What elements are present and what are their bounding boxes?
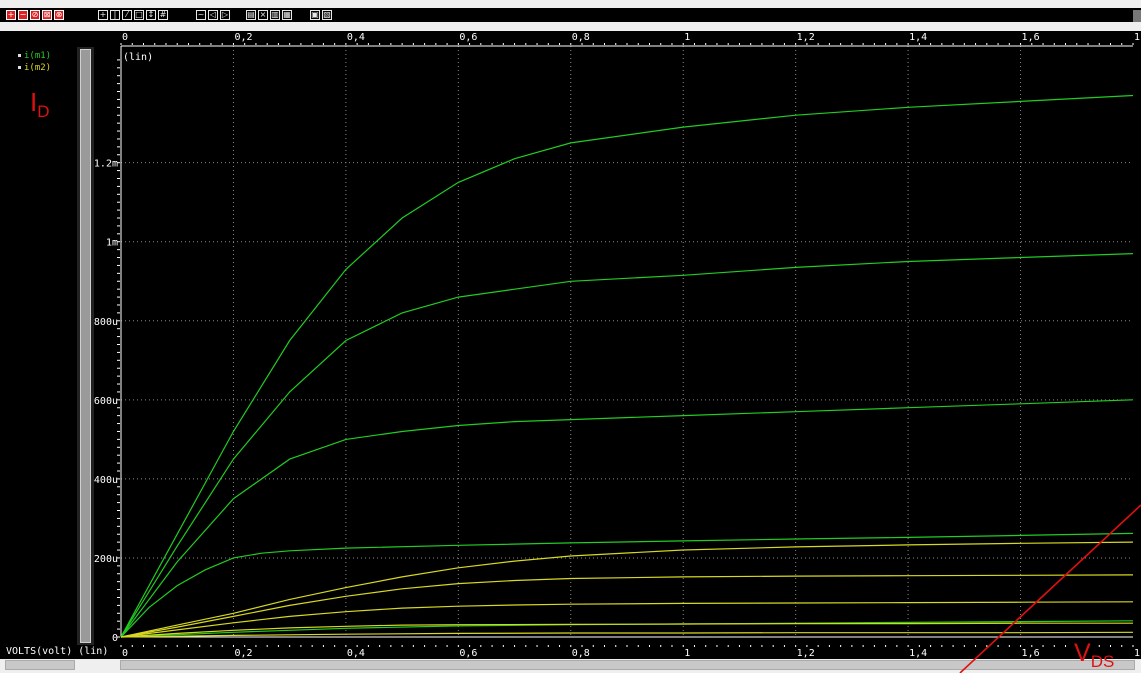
x-axis-unit-label: VOLTS(volt) (lin) — [6, 646, 109, 657]
legend-label-m1: i(m1) — [24, 51, 52, 61]
series-line-m2-1 — [120, 541, 1134, 638]
vertical-scrollbar[interactable] — [77, 47, 94, 645]
x-tick-label-bottom: 1,4 — [909, 648, 927, 659]
x-tick-label-bottom: 1,8 — [1134, 648, 1141, 659]
delete-icon[interactable]: × — [258, 10, 268, 20]
bar-icon[interactable]: | — [110, 10, 120, 20]
y-tick-label: 400u — [94, 475, 118, 486]
series-line-m2-4 — [120, 622, 1133, 638]
vds-annotation: VDS — [1074, 640, 1114, 675]
x-tick-label-top: 1,6 — [1022, 32, 1040, 43]
y-tick-label: 600u — [94, 396, 118, 407]
series-line-m1-3 — [120, 399, 1134, 638]
x-tick-label-bottom: 0,8 — [572, 648, 590, 659]
y-tick-label: 0 — [112, 633, 118, 644]
y-tick-label: 200u — [94, 554, 118, 565]
x-tick-label-top: 1 — [684, 32, 690, 43]
x-tick-label-top: 0 — [122, 32, 128, 43]
cursor-icon[interactable]: + — [98, 10, 108, 20]
toolbar: + − ⊘ ⊠ ⊗ + | ⁄ □ ↕ # ~ ◁ ▷ ▤ × ▥ ▦ ▣ ▧ — [0, 0, 1141, 31]
legend-panel: i(m1) i(m2) — [0, 31, 77, 645]
series-line-m1-2 — [120, 253, 1134, 638]
vertical-scrollbar-thumb[interactable] — [80, 49, 91, 643]
paste-icon[interactable]: ▦ — [282, 10, 292, 20]
next-icon[interactable]: ▷ — [220, 10, 230, 20]
x-tick-label-bottom: 0 — [122, 648, 128, 659]
prev-icon[interactable]: ◁ — [208, 10, 218, 20]
export-icon[interactable]: ▧ — [322, 10, 332, 20]
y-tick-label: 800u — [94, 317, 118, 328]
axes — [117, 43, 1134, 647]
legend-entry-m1[interactable]: i(m1) — [18, 51, 52, 61]
x-tick-label-bottom: 0,4 — [347, 648, 365, 659]
vds-annotation-sub: DS — [1090, 652, 1115, 671]
zoom-in-icon[interactable]: + — [6, 10, 16, 20]
legend-scrollbar[interactable] — [5, 660, 75, 670]
x-tick-label-top: 1,4 — [909, 32, 927, 43]
x-tick-label-top: 1,8 — [1134, 32, 1141, 43]
legend-entry-m2[interactable]: i(m2) — [18, 63, 52, 73]
legend-marker-icon — [18, 54, 21, 57]
x-tick-label-top: 0,8 — [572, 32, 590, 43]
layout-icon[interactable]: ▣ — [310, 10, 320, 20]
id-annotation-main: I — [30, 87, 38, 117]
id-annotation: ID — [30, 88, 50, 126]
zoom-fit-icon[interactable]: ⊘ — [30, 10, 40, 20]
grid — [121, 46, 1133, 637]
zoom-reset-icon[interactable]: ⊗ — [54, 10, 64, 20]
id-annotation-sub: D — [37, 102, 50, 121]
x-tick-label-top: 0,6 — [459, 32, 477, 43]
annotation-arrow-line — [959, 504, 1141, 673]
print-icon[interactable]: ▤ — [246, 10, 256, 20]
vds-annotation-main: V — [1074, 639, 1091, 667]
x-tick-label-top: 1,2 — [797, 32, 815, 43]
series-line-m2-3 — [120, 601, 1134, 638]
x-tick-label-bottom: 1,2 — [797, 648, 815, 659]
x-tick-label-bottom: 1,6 — [1022, 648, 1040, 659]
series-line-m1-1 — [120, 94, 1134, 638]
x-tick-label-bottom: 0,2 — [234, 648, 252, 659]
copy-icon[interactable]: ▥ — [270, 10, 280, 20]
panel-toggle-button[interactable] — [1133, 10, 1141, 22]
legend-label-m2: i(m2) — [24, 63, 52, 73]
x-axis-strip — [0, 645, 1141, 659]
horizontal-scrollbar[interactable] — [120, 660, 1135, 670]
series — [120, 94, 1141, 673]
wave-icon[interactable]: ~ — [196, 10, 206, 20]
series-line-m2-2 — [120, 574, 1134, 638]
measure-icon[interactable]: ⁄ — [122, 10, 132, 20]
legend-marker-icon — [18, 66, 21, 69]
toolbar-row — [0, 8, 1141, 22]
zoom-area-icon[interactable]: ⊠ — [42, 10, 52, 20]
y-tick-label: 1m — [106, 238, 118, 249]
x-tick-label-top: 0,4 — [347, 32, 365, 43]
x-tick-label-bottom: 1 — [684, 648, 690, 659]
tick-labels: 000,20,20,40,40,60,60,80,8111,21,21,41,4… — [94, 32, 1141, 659]
zoom-out-icon[interactable]: − — [18, 10, 28, 20]
delta-icon[interactable]: ↕ — [146, 10, 156, 20]
point-icon[interactable]: □ — [134, 10, 144, 20]
x-tick-label-bottom: 0,6 — [459, 648, 477, 659]
y-tick-label: 1.2m — [94, 159, 118, 170]
series-line-m2-5 — [120, 631, 1134, 638]
y-axis-label: (lin) — [123, 52, 153, 63]
grid-icon[interactable]: # — [158, 10, 168, 20]
x-tick-label-top: 0,2 — [234, 32, 252, 43]
series-line-m1-4 — [120, 532, 1134, 638]
